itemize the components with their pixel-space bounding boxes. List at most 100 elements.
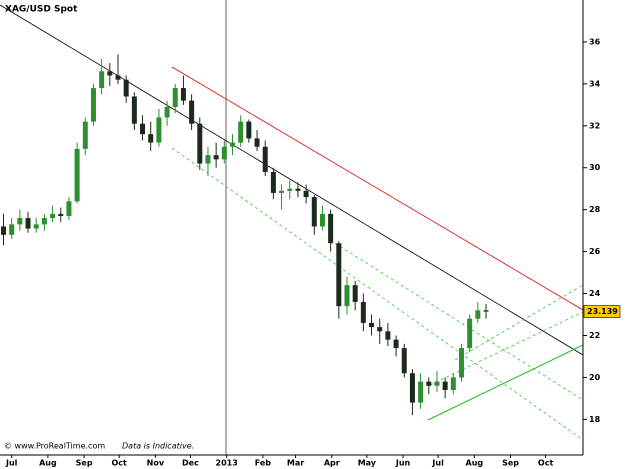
candle-body <box>148 134 154 143</box>
last-price-label: 23.139 <box>587 307 618 316</box>
candle-body <box>303 190 309 198</box>
x-tick-label: Nov <box>147 459 165 468</box>
candle-body <box>17 218 23 225</box>
trendline <box>0 4 584 356</box>
trendline <box>454 284 584 361</box>
footer-copyright: © www.ProRealTime.com <box>4 442 105 451</box>
x-tick-label: Aug <box>39 459 57 468</box>
y-tick-label: 26 <box>589 247 601 256</box>
candle-body <box>344 285 350 307</box>
candle-body <box>99 71 105 89</box>
y-tick-label: 18 <box>589 415 601 424</box>
y-tick-label: 28 <box>589 205 601 214</box>
candle-body <box>123 79 129 97</box>
x-tick-label: Apr <box>324 459 340 468</box>
candle-body <box>426 381 432 386</box>
candle-body <box>246 121 252 139</box>
candle-body <box>189 100 195 124</box>
y-tick-label: 24 <box>589 289 601 298</box>
candle-body <box>409 373 415 403</box>
y-tick-label: 22 <box>589 331 600 340</box>
candle-body <box>369 322 375 328</box>
candle-body <box>221 146 227 160</box>
candle-body <box>229 142 235 147</box>
candle-body <box>164 106 170 118</box>
candle-body <box>467 318 473 349</box>
candle-body <box>377 327 383 332</box>
candle-body <box>336 243 342 307</box>
candles <box>1 54 489 416</box>
candle-body <box>115 75 121 80</box>
candle-body <box>82 121 88 149</box>
candle-body <box>50 213 56 219</box>
x-tick-label: Jun <box>395 459 411 468</box>
candle-body <box>483 310 489 312</box>
trendline <box>427 344 584 421</box>
candle-body <box>442 381 448 390</box>
candle-body <box>270 171 276 193</box>
last-price-box <box>583 305 621 318</box>
y-tick-label: 32 <box>589 121 600 130</box>
y-tick-label: 20 <box>589 373 601 382</box>
x-tick-label: Oct <box>538 459 554 468</box>
x-tick-label: Aug <box>466 459 484 468</box>
candle-body <box>352 285 358 302</box>
candle-body <box>90 88 96 122</box>
candle-body <box>205 155 211 164</box>
candle-body <box>311 197 317 227</box>
y-tick-label: 36 <box>589 37 601 46</box>
candle-body <box>319 213 325 227</box>
x-tick-label: Dec <box>182 459 199 468</box>
candle-body <box>180 88 186 101</box>
x-tick-label: Feb <box>255 459 272 468</box>
x-tick-label: 2013 <box>216 459 238 468</box>
candle-body <box>254 138 260 147</box>
candle-body <box>131 96 137 124</box>
candle-body <box>1 226 7 235</box>
candle-body <box>140 123 146 135</box>
x-tick-label: Jul <box>5 459 18 468</box>
candle-body <box>295 188 301 191</box>
candle-body <box>25 218 31 229</box>
candle-body <box>107 71 113 76</box>
trendline <box>171 147 584 441</box>
x-tick-label: Sep <box>76 459 93 468</box>
trendline <box>171 66 584 311</box>
candle-body <box>328 213 334 244</box>
candle-body <box>418 381 424 403</box>
candle-body <box>393 339 399 349</box>
candle-body <box>172 88 178 107</box>
candle-body <box>33 224 39 229</box>
trendline <box>429 311 584 386</box>
footer-note: Data is Indicative. <box>122 442 194 451</box>
candle-body <box>450 377 456 390</box>
candle-body <box>434 381 440 386</box>
chart-title: XAG/USD Spot <box>5 5 78 15</box>
candle-body <box>9 224 15 235</box>
x-tick-label: Oct <box>111 459 127 468</box>
x-tick-label: Jul <box>431 459 444 468</box>
candle-body <box>401 348 407 374</box>
x-tick-label: May <box>358 459 377 468</box>
candle-body <box>287 188 293 191</box>
candle-body <box>74 148 80 202</box>
trendline <box>329 239 584 401</box>
candle-body <box>475 310 481 319</box>
y-tick-label: 30 <box>589 163 601 172</box>
candle-body <box>360 301 366 323</box>
x-tick-label: Sep <box>502 459 519 468</box>
candle-body <box>197 123 203 164</box>
y-tick-label: 34 <box>589 79 601 88</box>
x-tick-label: Mar <box>287 459 304 468</box>
trendlines <box>0 4 584 441</box>
candle-body <box>41 218 47 225</box>
candle-body <box>156 117 162 143</box>
candle-body <box>279 190 285 193</box>
candle-body <box>262 146 268 172</box>
candle-body <box>458 348 464 378</box>
candle-body <box>385 331 391 340</box>
candle-body <box>66 201 72 216</box>
candle-body <box>58 213 64 216</box>
